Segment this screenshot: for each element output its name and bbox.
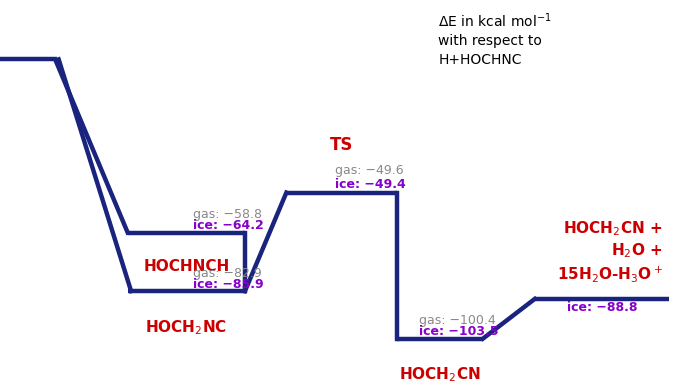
- Text: gas: −100.4: gas: −100.4: [419, 314, 496, 327]
- Text: HOCH$_2$CN +
H$_2$O +
15H$_2$O-H$_3$O$^+$: HOCH$_2$CN + H$_2$O + 15H$_2$O-H$_3$O$^+…: [557, 219, 662, 284]
- Text: ice: −103.5: ice: −103.5: [419, 325, 499, 338]
- Text: ice: −64.2: ice: −64.2: [193, 219, 264, 232]
- Text: TS: TS: [330, 136, 353, 154]
- Text: gas: −49.6: gas: −49.6: [335, 164, 403, 177]
- Text: gas: −82.9: gas: −82.9: [193, 267, 262, 280]
- Text: ice: −85.9: ice: −85.9: [193, 278, 264, 291]
- Text: HOCHNCH: HOCHNCH: [144, 259, 229, 274]
- Text: ice: −49.4: ice: −49.4: [335, 178, 406, 191]
- Text: HOCH$_2$CN: HOCH$_2$CN: [399, 365, 481, 384]
- Text: gas: −58.8: gas: −58.8: [193, 208, 262, 221]
- Text: ice: −88.8: ice: −88.8: [566, 301, 638, 314]
- Text: ΔE in kcal mol$^{-1}$
with respect to
H+HOCHNC: ΔE in kcal mol$^{-1}$ with respect to H+…: [438, 12, 552, 67]
- Text: HOCH$_2$NC: HOCH$_2$NC: [146, 318, 227, 337]
